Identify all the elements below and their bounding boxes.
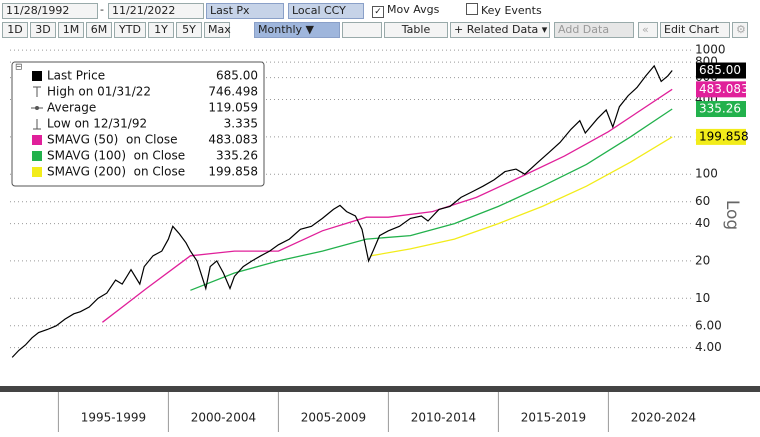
related-data-label: Related Data <box>466 23 539 36</box>
period-button[interactable]: 3D <box>30 22 56 38</box>
key-events-toggle[interactable]: Key Events <box>466 3 542 19</box>
legend-value: 119.059 <box>208 101 258 115</box>
table-button[interactable]: Table <box>384 22 448 38</box>
legend-value: 483.083 <box>208 133 258 147</box>
add-data-input[interactable]: Add Data <box>554 22 634 38</box>
value-tag-label: 335.26 <box>699 102 741 116</box>
period-button[interactable]: 5Y <box>176 22 202 38</box>
legend-value: 199.858 <box>208 165 258 179</box>
key-events-label: Key Events <box>481 4 542 17</box>
end-date[interactable]: 11/21/2022 <box>108 3 204 19</box>
y-tick-label: 6.00 <box>695 318 722 332</box>
period-button[interactable]: 1Y <box>148 22 174 38</box>
value-tag-label: 685.00 <box>699 63 741 77</box>
frequency-label: Monthly <box>258 23 303 36</box>
legend-swatch <box>32 167 42 177</box>
y-tick-label: 60 <box>695 194 710 208</box>
y-tick-label: 4.00 <box>695 340 722 354</box>
legend-label: SMAVG (100) on Close <box>47 149 185 163</box>
y-tick-label: 100 <box>695 167 718 181</box>
period-button[interactable]: 1M <box>58 22 84 38</box>
currency-dropdown[interactable]: Local CCY <box>288 3 364 19</box>
mov-avgs-label: Mov Avgs <box>387 3 440 16</box>
y-axis-label: Log <box>722 200 742 230</box>
legend-box <box>11 61 265 187</box>
field-dropdown[interactable]: Last Px <box>206 3 284 19</box>
series-line <box>102 88 673 323</box>
legend-swatch <box>32 71 42 81</box>
y-tick-label: 20 <box>695 253 710 267</box>
value-tag <box>696 81 746 98</box>
checkbox[interactable]: ✓ <box>372 6 384 18</box>
start-date[interactable]: 11/28/1992 <box>2 3 98 19</box>
legend-value: 3.335 <box>224 117 258 131</box>
legend-value: 685.00 <box>216 69 258 83</box>
legend-label: SMAVG (200) on Close <box>47 165 185 179</box>
x-tick-label: 2015-2019 <box>521 411 586 425</box>
x-axis-bar <box>0 386 760 392</box>
x-tick-label: 2000-2004 <box>191 411 256 425</box>
x-tick-label: 1995-1999 <box>81 411 146 425</box>
legend-icon <box>35 106 39 110</box>
collapse-button[interactable]: « <box>638 22 658 38</box>
x-tick-label: 2005-2009 <box>301 411 366 425</box>
legend-value: 335.26 <box>216 149 258 163</box>
y-tick-label: 40 <box>695 216 710 230</box>
value-tag-label: 483.083 <box>699 82 749 96</box>
value-tag <box>696 128 746 145</box>
legend-value: 746.498 <box>208 85 258 99</box>
x-tick-label: 2020-2024 <box>631 411 696 425</box>
edit-chart-button[interactable]: Edit Chart <box>660 22 730 38</box>
legend-swatch <box>32 151 42 161</box>
checkbox[interactable] <box>466 3 478 15</box>
legend-swatch <box>32 135 42 145</box>
settings-button[interactable]: ⚙ <box>732 22 748 38</box>
legend-label: Last Price <box>47 69 105 83</box>
period-button[interactable]: Max <box>204 22 231 38</box>
legend-label: High on 01/31/22 <box>47 85 151 99</box>
period-button[interactable]: 1D <box>2 22 28 38</box>
mov-avgs-toggle[interactable]: ✓ Mov Avgs <box>372 3 439 19</box>
legend-collapse: ⊟ <box>15 63 23 73</box>
series-line <box>190 108 673 291</box>
y-tick-label: 1000 <box>695 43 726 57</box>
value-tag <box>696 62 746 79</box>
chart-style[interactable] <box>342 22 382 38</box>
x-tick-label: 2010-2014 <box>411 411 476 425</box>
y-tick-label: 10 <box>695 291 710 305</box>
legend-label: Low on 12/31/92 <box>47 117 147 131</box>
date-separator: - <box>100 3 104 16</box>
series-line <box>11 64 673 358</box>
legend-label: Average <box>47 101 96 115</box>
value-tag-label: 199.858 <box>699 129 749 143</box>
period-button[interactable]: 6M <box>86 22 112 38</box>
series-line <box>370 136 673 257</box>
related-data-button[interactable]: + Related Data ▾ <box>450 22 550 38</box>
period-button[interactable]: YTD <box>114 22 146 38</box>
legend-label: SMAVG (50) on Close <box>47 133 177 147</box>
value-tag <box>696 101 746 118</box>
frequency-dropdown[interactable]: Monthly ▼ <box>254 22 340 38</box>
